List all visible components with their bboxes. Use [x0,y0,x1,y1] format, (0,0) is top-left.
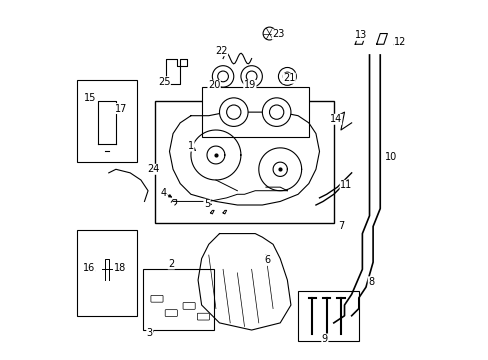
Text: 13: 13 [354,30,366,40]
Text: 11: 11 [340,180,352,190]
Bar [142,269,214,330]
Text: 19: 19 [243,80,255,90]
Text: 24: 24 [147,164,159,174]
Text: 12: 12 [393,37,405,48]
Polygon shape [354,33,365,44]
Circle shape [283,72,291,81]
Text: 6: 6 [264,255,270,265]
Circle shape [278,67,296,85]
FancyBboxPatch shape [165,310,177,316]
Polygon shape [376,33,386,44]
Text: 8: 8 [367,277,374,287]
Text: 15: 15 [84,93,96,103]
Circle shape [246,71,257,82]
FancyBboxPatch shape [151,296,163,302]
Polygon shape [165,59,187,84]
Circle shape [263,27,275,40]
Bar [298,291,358,341]
Text: 14: 14 [329,114,341,124]
Text: 17: 17 [115,104,127,113]
Text: 5: 5 [203,199,210,209]
Text: 25: 25 [158,77,170,87]
FancyBboxPatch shape [197,313,209,320]
Circle shape [226,105,241,119]
Bar [77,80,137,162]
Circle shape [219,98,247,126]
Text: 23: 23 [272,29,284,39]
Circle shape [262,98,290,126]
Text: 10: 10 [384,152,396,162]
Circle shape [269,105,283,119]
Text: 2: 2 [168,259,174,269]
Circle shape [241,66,262,87]
Text: 7: 7 [337,221,344,231]
Bar [201,87,308,137]
FancyBboxPatch shape [183,302,195,309]
Bar [77,230,137,316]
Text: 4: 4 [161,188,167,198]
Bar [155,102,333,223]
Circle shape [217,71,228,82]
Text: 22: 22 [215,46,227,56]
Text: 21: 21 [283,73,295,83]
Text: 16: 16 [83,262,95,273]
Text: 3: 3 [146,328,153,338]
Text: 20: 20 [207,80,220,90]
Circle shape [212,66,233,87]
Text: 9: 9 [321,334,327,344]
Text: 18: 18 [114,262,126,273]
Text: 1: 1 [187,141,194,151]
